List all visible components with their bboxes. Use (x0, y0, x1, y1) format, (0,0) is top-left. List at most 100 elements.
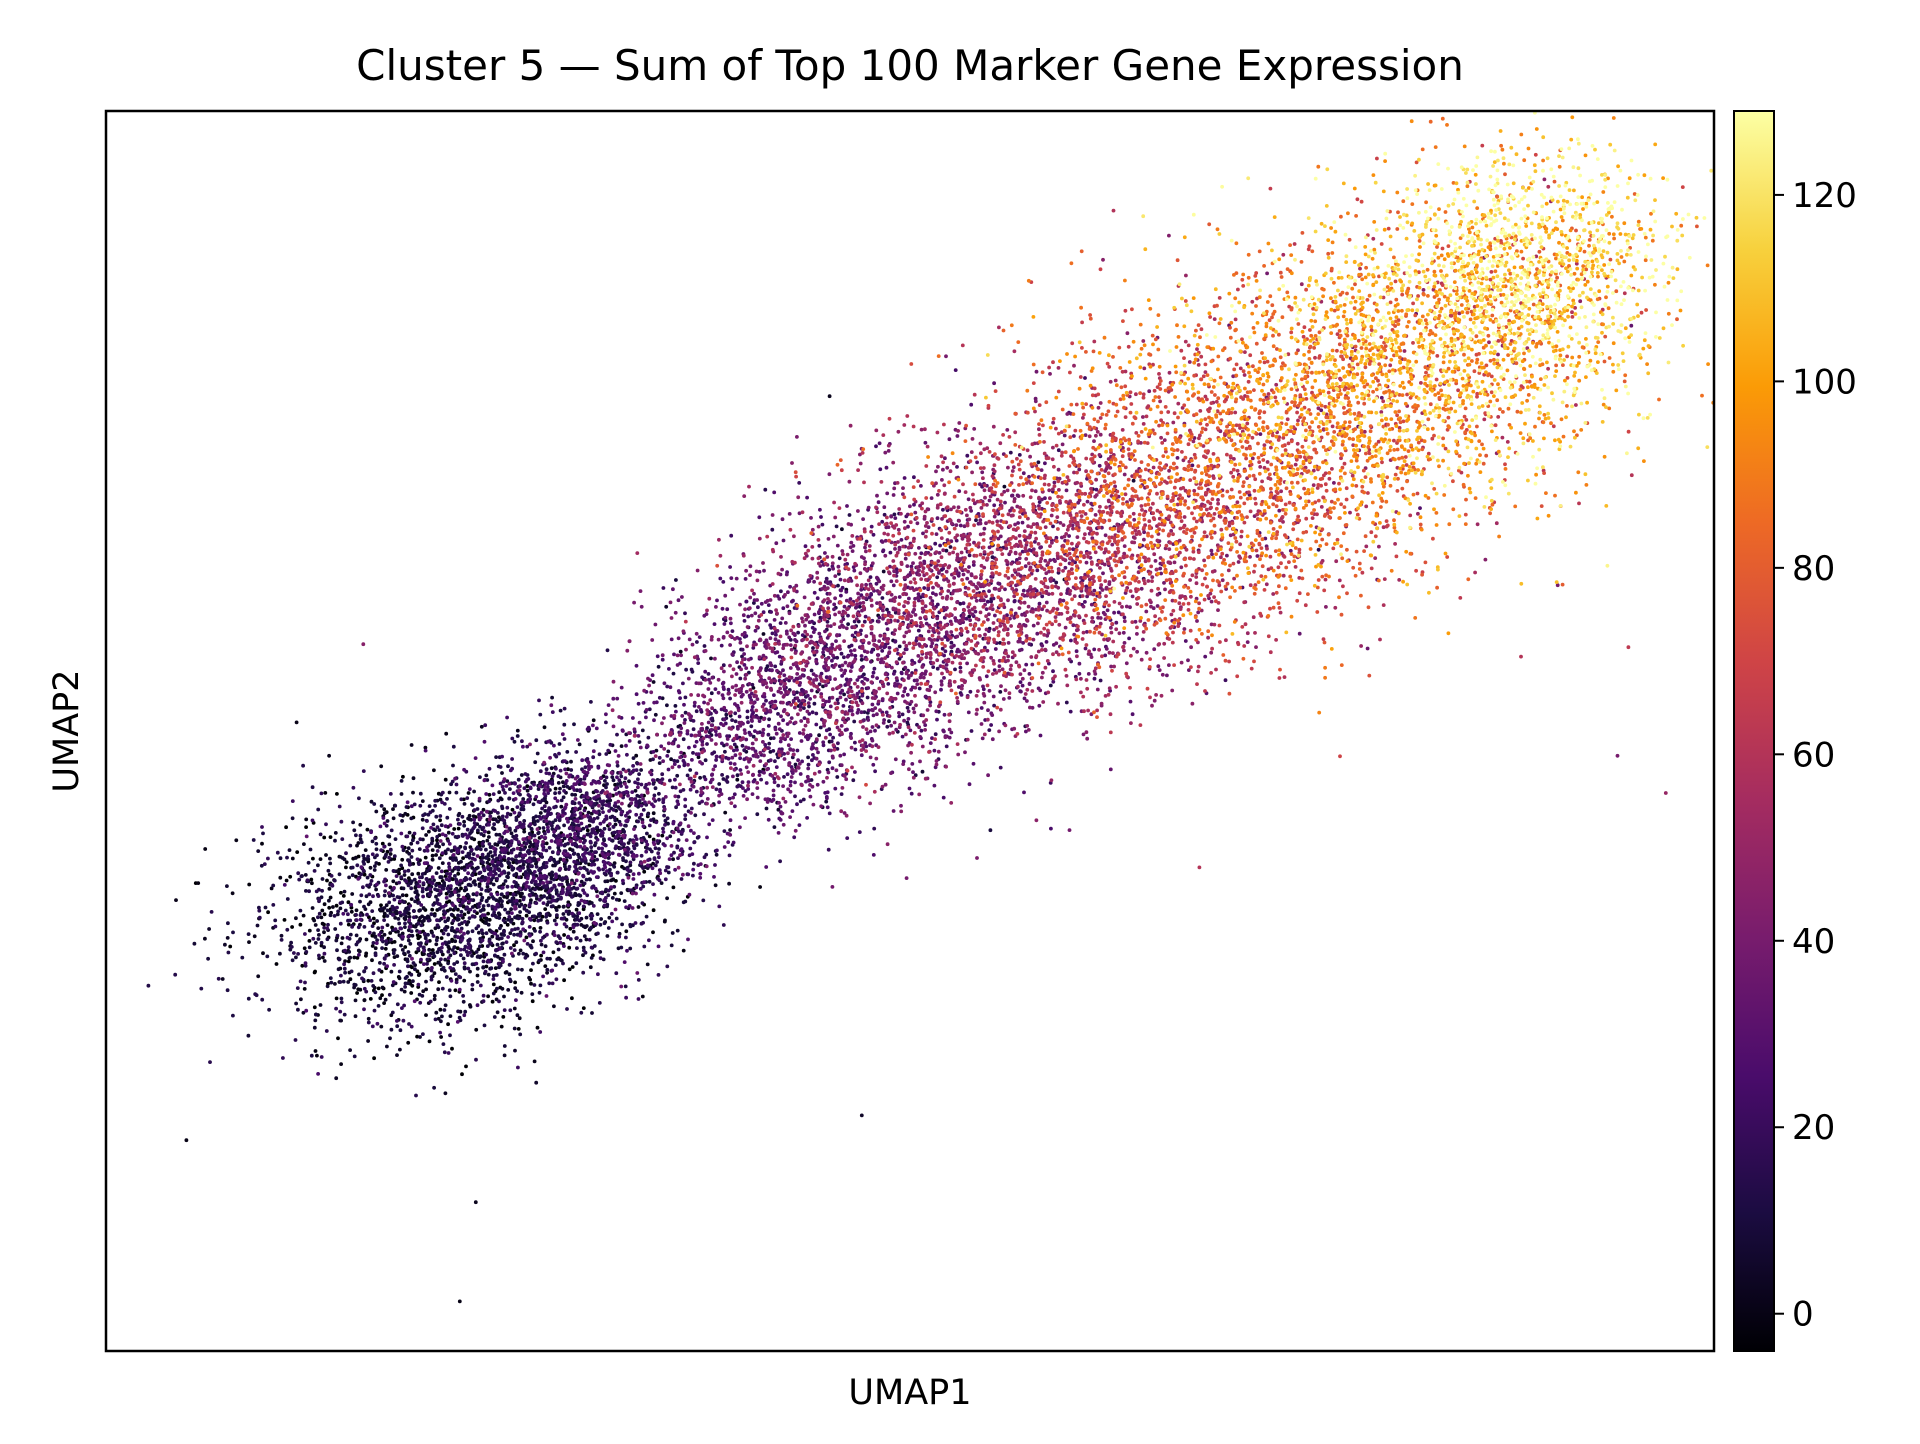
scatter-point (440, 800, 444, 805)
scatter-point (859, 1113, 864, 1118)
scatter-point (326, 922, 330, 927)
scatter-point (550, 850, 555, 855)
scatter-point (492, 846, 496, 851)
scatter-point (446, 1022, 450, 1027)
scatter-point (674, 578, 678, 582)
scatter-point (570, 792, 575, 797)
scatter-point (431, 822, 436, 827)
scatter-point (552, 743, 556, 748)
scatter-point (593, 832, 598, 836)
scatter-point (795, 748, 800, 753)
scatter-point (709, 656, 713, 661)
scatter-point (247, 940, 251, 944)
scatter-point (910, 658, 914, 663)
scatter-point (416, 871, 421, 876)
scatter-point (310, 881, 314, 886)
scatter-point (513, 1048, 517, 1053)
scatter-point (948, 545, 953, 549)
scatter-point (606, 852, 610, 857)
scatter-point (262, 862, 267, 866)
scatter-point (450, 831, 455, 836)
scatter-point (508, 843, 513, 848)
scatter-point (289, 940, 293, 945)
scatter-point (556, 893, 561, 898)
scatter-point (446, 932, 451, 937)
scatter-point (744, 599, 749, 604)
scatter-point (400, 948, 405, 952)
scatter-point (491, 977, 496, 981)
scatter-point (626, 793, 630, 798)
scatter-point (348, 843, 353, 848)
scatter-point (436, 866, 441, 870)
scatter-point (495, 856, 499, 861)
scatter-point (491, 982, 496, 987)
scatter-point (470, 802, 474, 807)
scatter-point (628, 922, 633, 927)
scatter-point (572, 722, 576, 727)
scatter-point (821, 650, 825, 655)
scatter-point (515, 734, 520, 738)
scatter-point (462, 912, 467, 917)
scatter-point (461, 904, 466, 909)
scatter-point (488, 872, 493, 877)
scatter-point (301, 913, 306, 918)
scatter-point (351, 820, 355, 825)
scatter-point (430, 875, 435, 880)
scatter-point (578, 938, 583, 943)
scatter-point (1027, 642, 1032, 646)
scatter-point (830, 766, 835, 771)
scatter-point (502, 1053, 507, 1058)
scatter-point (1049, 826, 1053, 831)
scatter-point (434, 871, 439, 875)
scatter-point (405, 834, 410, 839)
scatter-point (490, 999, 495, 1004)
scatter-point (435, 918, 439, 923)
scatter-point (606, 926, 611, 930)
scatter-point (465, 892, 470, 897)
scatter-point (545, 932, 549, 937)
scatter-point (720, 773, 724, 777)
scatter-point (534, 951, 538, 956)
scatter-point (772, 693, 776, 697)
scatter-point (938, 543, 942, 548)
scatter-point (821, 740, 826, 745)
scatter-point (826, 847, 831, 852)
scatter-point (421, 881, 426, 885)
scatter-point (331, 905, 335, 909)
scatter-point (313, 969, 317, 974)
scatter-point (343, 908, 348, 913)
scatter-point (584, 825, 589, 829)
scatter-point (673, 867, 677, 872)
scatter-point (545, 880, 549, 884)
scatter-point (473, 1200, 478, 1205)
scatter-point (425, 939, 429, 944)
scatter-points (146, 111, 1714, 1304)
scatter-point (480, 895, 485, 900)
scatter-point (524, 913, 529, 918)
scatter-point (871, 670, 876, 675)
scatter-point (417, 862, 421, 866)
scatter-point (541, 974, 545, 979)
scatter-point (511, 847, 516, 852)
scatter-point (316, 915, 320, 920)
scatter-point (338, 1009, 343, 1014)
scatter-point (598, 821, 603, 826)
scatter-point (442, 1008, 447, 1012)
scatter-point (868, 575, 873, 579)
scatter-point (505, 884, 510, 889)
scatter-point (411, 909, 416, 913)
scatter-point (696, 835, 701, 839)
scatter-point (359, 840, 364, 845)
scatter-point (1418, 506, 1422, 510)
scatter-point (309, 1053, 314, 1058)
scatter-point (420, 817, 425, 822)
scatter-point (486, 972, 491, 977)
scatter-point (322, 835, 327, 840)
scatter-point (773, 759, 777, 764)
scatter-point (624, 859, 628, 864)
scatter-point (675, 928, 680, 933)
scatter-point (691, 751, 695, 755)
scatter-point (703, 669, 708, 674)
scatter-point (1069, 638, 1073, 643)
